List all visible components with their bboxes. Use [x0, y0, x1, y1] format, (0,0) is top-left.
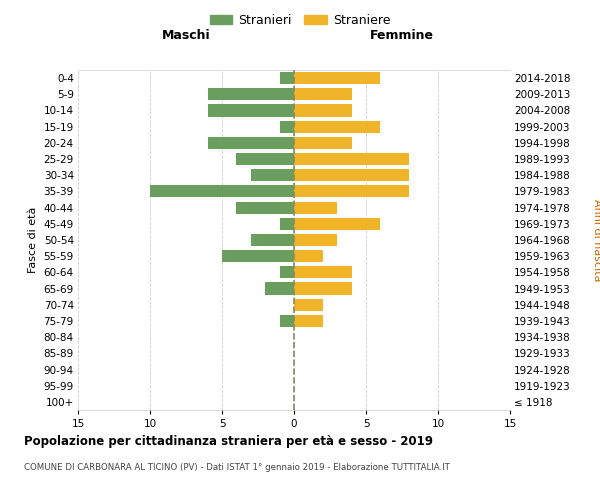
Text: Popolazione per cittadinanza straniera per età e sesso - 2019: Popolazione per cittadinanza straniera p… — [24, 435, 433, 448]
Bar — [236, 153, 294, 165]
Bar — [236, 202, 294, 213]
Bar — [294, 120, 380, 132]
Bar — [150, 186, 294, 198]
Text: Anni di nascita: Anni di nascita — [592, 198, 600, 281]
Bar — [294, 186, 409, 198]
Bar — [251, 169, 294, 181]
Bar — [294, 250, 323, 262]
Bar — [251, 234, 294, 246]
Text: COMUNE DI CARBONARA AL TICINO (PV) - Dati ISTAT 1° gennaio 2019 - Elaborazione T: COMUNE DI CARBONARA AL TICINO (PV) - Dat… — [24, 462, 450, 471]
Bar — [280, 72, 294, 84]
Bar — [208, 137, 294, 149]
Bar — [294, 218, 380, 230]
Bar — [280, 120, 294, 132]
Bar — [294, 88, 352, 101]
Bar — [294, 202, 337, 213]
Bar — [222, 250, 294, 262]
Bar — [294, 298, 323, 311]
Y-axis label: Fasce di età: Fasce di età — [28, 207, 38, 273]
Bar — [280, 218, 294, 230]
Legend: Stranieri, Straniere: Stranieri, Straniere — [205, 8, 395, 32]
Bar — [280, 266, 294, 278]
Bar — [208, 88, 294, 101]
Text: Maschi: Maschi — [161, 30, 211, 43]
Bar — [294, 266, 352, 278]
Bar — [294, 104, 352, 117]
Bar — [294, 282, 352, 294]
Bar — [294, 315, 323, 327]
Bar — [294, 72, 380, 84]
Bar — [294, 169, 409, 181]
Bar — [265, 282, 294, 294]
Bar — [280, 315, 294, 327]
Text: Femmine: Femmine — [370, 30, 434, 43]
Bar — [294, 153, 409, 165]
Bar — [294, 234, 337, 246]
Bar — [294, 137, 352, 149]
Bar — [208, 104, 294, 117]
